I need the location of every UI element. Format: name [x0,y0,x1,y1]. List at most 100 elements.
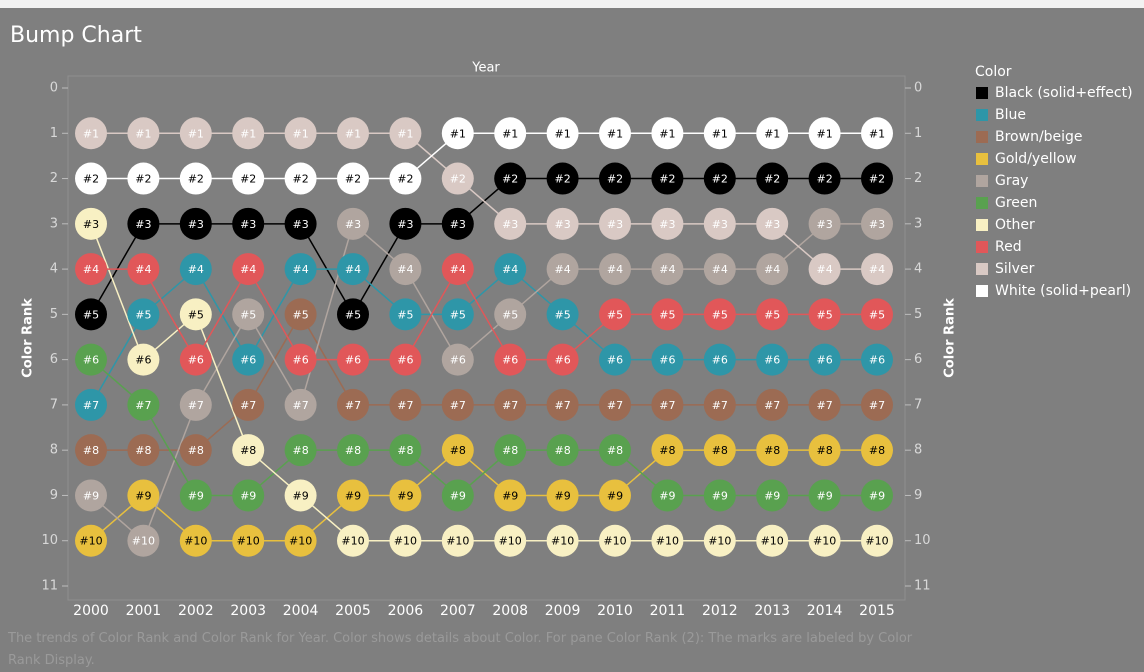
rank-label: #1 [188,127,204,140]
x-tick-label: 2011 [650,603,686,619]
lines [90,132,877,542]
rank-marker [179,298,212,331]
rank-marker [599,343,631,376]
rank-marker [808,388,841,421]
rank-marker [127,253,160,286]
rank-label: #1 [554,127,570,140]
rank-label: #1 [83,127,99,140]
rank-label: #4 [816,263,832,276]
rank-marker [232,479,265,512]
rank-marker [232,162,265,195]
rank-label: #10 [394,535,417,548]
rank-marker [179,343,212,376]
rank-marker [494,117,527,150]
rank-label: #3 [135,218,151,231]
rank-label: #3 [240,218,256,231]
rank-label: #10 [551,535,574,548]
rank-marker [861,434,893,467]
legend-label: Gray [995,173,1028,189]
rank-label: #8 [345,444,361,457]
rank-marker [337,207,369,240]
rank-marker [127,207,160,240]
rank-label: #4 [659,263,675,276]
rank-marker [599,298,631,331]
rank-marker [127,343,160,376]
rank-marker [808,207,841,240]
rank-marker [232,434,265,467]
rank-label: #6 [607,354,623,367]
rank-label: #5 [659,308,675,321]
rank-label: #9 [83,489,99,502]
rank-label: #2 [816,173,832,186]
rank-label: #4 [607,263,623,276]
rank-marker [808,479,841,512]
rank-marker [756,298,789,331]
rank-marker [127,298,160,331]
rank-marker [756,162,789,195]
rank-marker [337,388,369,421]
rank-label: #2 [188,173,204,186]
y2-tick-label: 6 [914,352,922,367]
rank-label: #1 [764,127,780,140]
rank-marker [441,253,474,286]
rank-label: #10 [341,535,364,548]
rank-label: #3 [502,218,518,231]
x-tick-label: 2008 [492,603,528,619]
legend-swatch [976,219,988,231]
rank-label: #1 [397,127,413,140]
rank-label: #5 [240,308,256,321]
rank-label: #2 [607,173,623,186]
rank-marker [756,434,789,467]
rank-label: #4 [764,263,780,276]
legend-title: Color [975,64,1012,80]
rank-marker [651,343,684,376]
rank-marker [494,298,527,331]
rank-label: #3 [397,218,413,231]
rank-label: #5 [83,308,99,321]
rank-marker [599,479,631,512]
rank-label: #5 [450,308,466,321]
rank-marker [389,434,422,467]
rank-label: #8 [869,444,885,457]
rank-label: #1 [712,127,728,140]
rank-label: #2 [554,173,570,186]
rank-marker [389,388,422,421]
rank-marker [861,253,893,286]
legend-swatch [976,175,988,187]
x-tick-label: 2010 [597,603,633,619]
rank-label: #9 [607,489,623,502]
rank-marker [651,298,684,331]
legend-label: Silver [995,261,1035,277]
rank-label: #8 [397,444,413,457]
rank-marker [127,479,160,512]
rank-marker [337,117,369,150]
y-tick-label: 3 [50,216,58,231]
rank-label: #6 [554,354,570,367]
y2-tick-label: 1 [914,126,922,141]
rank-label: #9 [712,489,728,502]
rank-label: #1 [607,127,623,140]
y-tick-label: 9 [50,488,58,503]
rank-marker [599,434,631,467]
rank-marker [75,479,107,512]
rank-marker [861,479,893,512]
rank-marker [703,298,736,331]
series-line [91,132,877,270]
rank-marker [441,343,474,376]
y2-tick-label: 7 [914,397,922,412]
rank-label: #2 [712,173,728,186]
rank-marker [179,162,212,195]
rank-label: #5 [764,308,780,321]
rank-label: #6 [816,354,832,367]
rank-label: #6 [188,354,204,367]
rank-marker [546,343,579,376]
legend-swatch [976,241,988,253]
rank-marker [389,117,422,150]
y-tick-label: 11 [41,579,58,594]
rank-marker [703,207,736,240]
rank-label: #7 [397,399,413,412]
x-tick-label: 2006 [388,603,424,619]
rank-label: #2 [397,173,413,186]
rank-label: #3 [764,218,780,231]
rank-marker [494,343,527,376]
